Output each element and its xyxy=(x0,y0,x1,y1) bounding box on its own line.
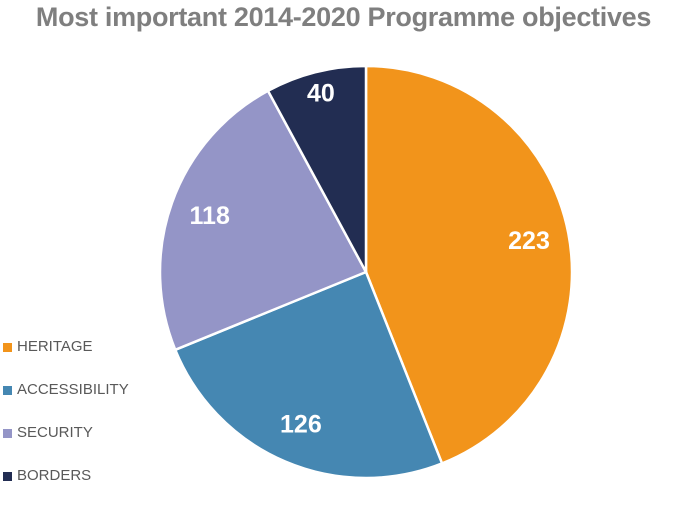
legend: HERITAGE ACCESSIBILITY SECURITY BORDERS xyxy=(3,337,129,509)
legend-label-heritage: HERITAGE xyxy=(17,338,93,355)
data-label-heritage: 223 xyxy=(508,227,550,255)
pie-slice-security xyxy=(158,89,368,352)
pie-slice-borders xyxy=(266,64,368,274)
legend-item-heritage: HERITAGE xyxy=(3,337,129,380)
data-labels: 223 126 118 40 xyxy=(190,80,550,439)
pie-chart: 223 126 118 40 xyxy=(158,64,574,480)
data-label-accessibility: 126 xyxy=(280,411,322,439)
legend-swatch-heritage xyxy=(3,343,12,352)
legend-label-borders: BORDERS xyxy=(17,467,92,484)
legend-swatch-borders xyxy=(3,472,12,481)
data-label-borders: 40 xyxy=(307,80,335,108)
data-label-security: 118 xyxy=(190,202,230,230)
pie-slice-heritage xyxy=(364,64,574,465)
legend-item-accessibility: ACCESSIBILITY xyxy=(3,380,129,423)
legend-item-borders: BORDERS xyxy=(3,466,129,509)
legend-item-security: SECURITY xyxy=(3,423,129,466)
legend-swatch-accessibility xyxy=(3,386,12,395)
chart-title: Most important 2014-2020 Programme objec… xyxy=(35,2,652,32)
legend-label-security: SECURITY xyxy=(17,424,93,441)
legend-swatch-security xyxy=(3,429,12,438)
legend-label-accessibility: ACCESSIBILITY xyxy=(17,381,129,398)
pie-slices xyxy=(158,64,574,480)
